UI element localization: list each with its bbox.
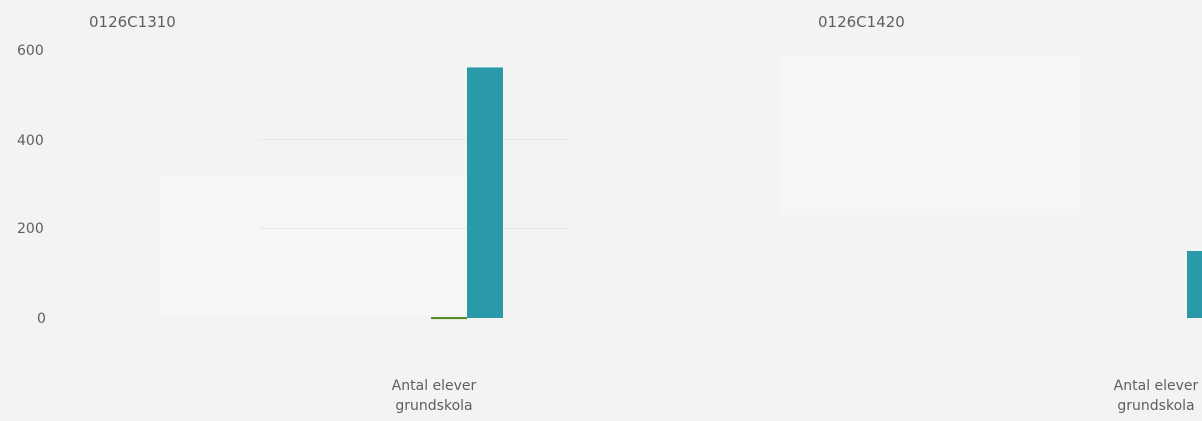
category-label-line-1: Antal elever xyxy=(391,378,477,394)
y-tick-label-600: 600 xyxy=(17,43,44,59)
category-label-line-2: grundskola xyxy=(1117,398,1195,414)
panel-title-right: 0126C1420 xyxy=(818,13,905,31)
category-label-line-1: Antal elever xyxy=(1113,378,1199,394)
y-tick-label-200: 200 xyxy=(17,221,44,237)
category-label-line-2: grundskola xyxy=(395,398,473,414)
background-glow xyxy=(160,175,490,315)
category-label-left: Antal elever grundskola xyxy=(364,376,504,416)
category-label-right: Antal elever grundskola xyxy=(1086,376,1202,416)
background-glow xyxy=(780,55,1080,215)
bar-left-green xyxy=(431,317,467,320)
y-tick-label-400: 400 xyxy=(17,133,44,149)
y-tick-label-0: 0 xyxy=(37,311,46,327)
panel-title-left: 0126C1310 xyxy=(89,13,176,31)
bar-right-teal xyxy=(1187,251,1202,318)
bar-left-teal xyxy=(467,67,503,318)
